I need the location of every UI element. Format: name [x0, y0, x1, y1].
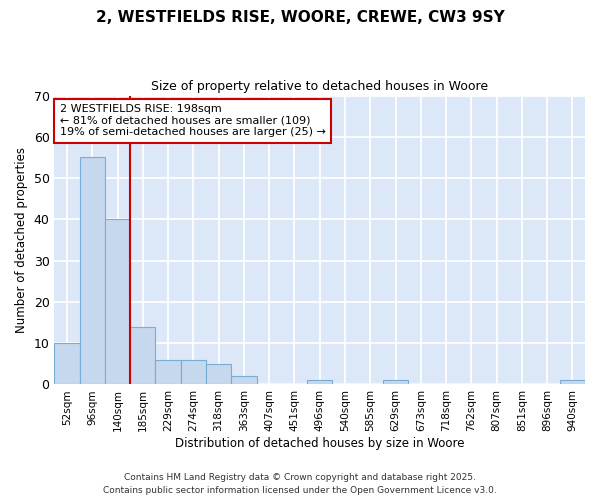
Text: Contains HM Land Registry data © Crown copyright and database right 2025.
Contai: Contains HM Land Registry data © Crown c…: [103, 474, 497, 495]
Bar: [231, 376, 257, 384]
Bar: [206, 364, 231, 384]
Text: 2, WESTFIELDS RISE, WOORE, CREWE, CW3 9SY: 2, WESTFIELDS RISE, WOORE, CREWE, CW3 9S…: [95, 10, 505, 25]
Title: Size of property relative to detached houses in Woore: Size of property relative to detached ho…: [151, 80, 488, 93]
Bar: [105, 220, 130, 384]
Bar: [55, 343, 80, 384]
X-axis label: Distribution of detached houses by size in Woore: Distribution of detached houses by size …: [175, 437, 464, 450]
Y-axis label: Number of detached properties: Number of detached properties: [15, 147, 28, 333]
Text: 2 WESTFIELDS RISE: 198sqm
← 81% of detached houses are smaller (109)
19% of semi: 2 WESTFIELDS RISE: 198sqm ← 81% of detac…: [60, 104, 326, 138]
Bar: [155, 360, 181, 384]
Bar: [130, 326, 155, 384]
Bar: [307, 380, 332, 384]
Bar: [560, 380, 585, 384]
Bar: [80, 158, 105, 384]
Bar: [383, 380, 408, 384]
Bar: [181, 360, 206, 384]
